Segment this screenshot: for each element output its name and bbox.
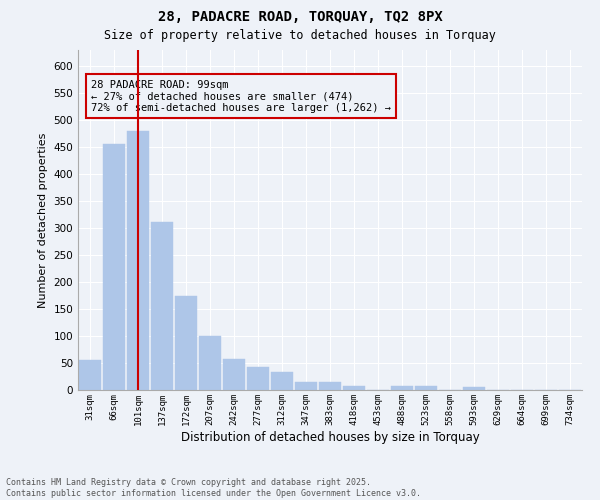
Text: 28 PADACRE ROAD: 99sqm
← 27% of detached houses are smaller (474)
72% of semi-de: 28 PADACRE ROAD: 99sqm ← 27% of detached… <box>91 80 391 113</box>
Bar <box>319 382 341 390</box>
Bar <box>199 336 221 390</box>
Bar <box>415 386 437 390</box>
Bar <box>127 131 149 390</box>
Text: 28, PADACRE ROAD, TORQUAY, TQ2 8PX: 28, PADACRE ROAD, TORQUAY, TQ2 8PX <box>158 10 442 24</box>
Text: Size of property relative to detached houses in Torquay: Size of property relative to detached ho… <box>104 29 496 42</box>
Bar <box>151 222 173 390</box>
Bar <box>103 144 125 390</box>
Bar <box>391 386 413 390</box>
Bar <box>463 388 485 390</box>
Bar <box>175 296 197 390</box>
Bar <box>295 382 317 390</box>
X-axis label: Distribution of detached houses by size in Torquay: Distribution of detached houses by size … <box>181 430 479 444</box>
Y-axis label: Number of detached properties: Number of detached properties <box>38 132 48 308</box>
Bar <box>79 360 101 390</box>
Bar <box>247 368 269 390</box>
Bar <box>223 359 245 390</box>
Text: Contains HM Land Registry data © Crown copyright and database right 2025.
Contai: Contains HM Land Registry data © Crown c… <box>6 478 421 498</box>
Bar <box>343 386 365 390</box>
Bar <box>271 372 293 390</box>
